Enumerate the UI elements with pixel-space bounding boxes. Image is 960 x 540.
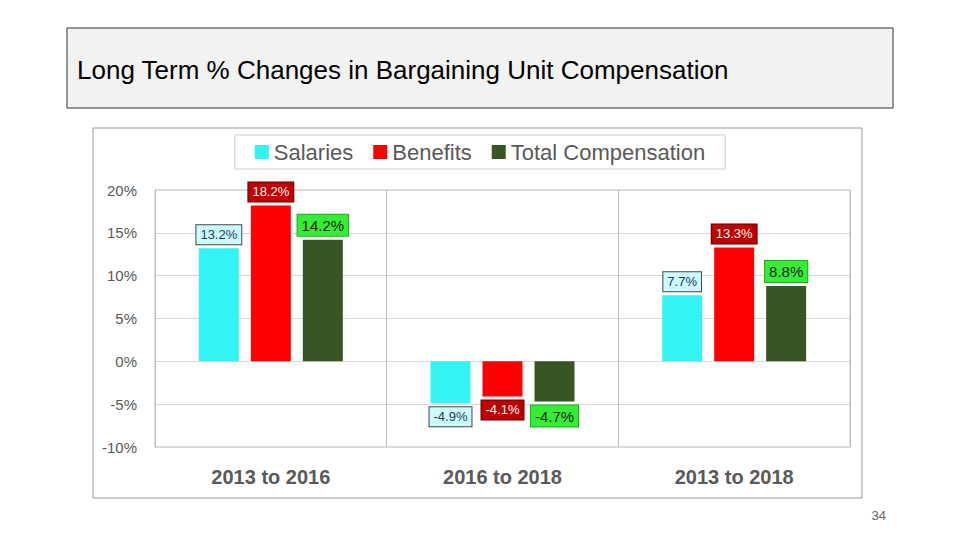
svg-text:14.2%: 14.2% (302, 217, 345, 234)
svg-text:20%: 20% (107, 182, 137, 199)
svg-text:15%: 15% (107, 224, 137, 241)
svg-text:2016 to 2018: 2016 to 2018 (443, 466, 562, 488)
svg-text:2013 to 2018: 2013 to 2018 (675, 466, 794, 488)
svg-text:2013 to 2016: 2013 to 2016 (211, 466, 330, 488)
svg-text:-10%: -10% (102, 439, 137, 456)
svg-text:13.2%: 13.2% (200, 227, 237, 242)
svg-text:Benefits: Benefits (392, 140, 472, 165)
svg-text:7.7%: 7.7% (667, 274, 697, 289)
svg-text:Long Term % Changes in Bargain: Long Term % Changes in Bargaining Unit C… (77, 55, 728, 85)
svg-text:34: 34 (872, 508, 886, 523)
svg-text:5%: 5% (115, 310, 137, 327)
svg-text:-4.1%: -4.1% (486, 402, 520, 417)
svg-text:0%: 0% (115, 353, 137, 370)
svg-text:Salaries: Salaries (274, 140, 353, 165)
svg-text:-4.9%: -4.9% (434, 409, 468, 424)
svg-text:10%: 10% (107, 267, 137, 284)
svg-text:13.3%: 13.3% (716, 226, 753, 241)
svg-text:Total Compensation: Total Compensation (511, 140, 705, 165)
svg-text:-4.7%: -4.7% (535, 408, 574, 425)
svg-text:-5%: -5% (110, 396, 137, 413)
svg-text:18.2%: 18.2% (252, 184, 289, 199)
svg-text:8.8%: 8.8% (769, 263, 803, 280)
